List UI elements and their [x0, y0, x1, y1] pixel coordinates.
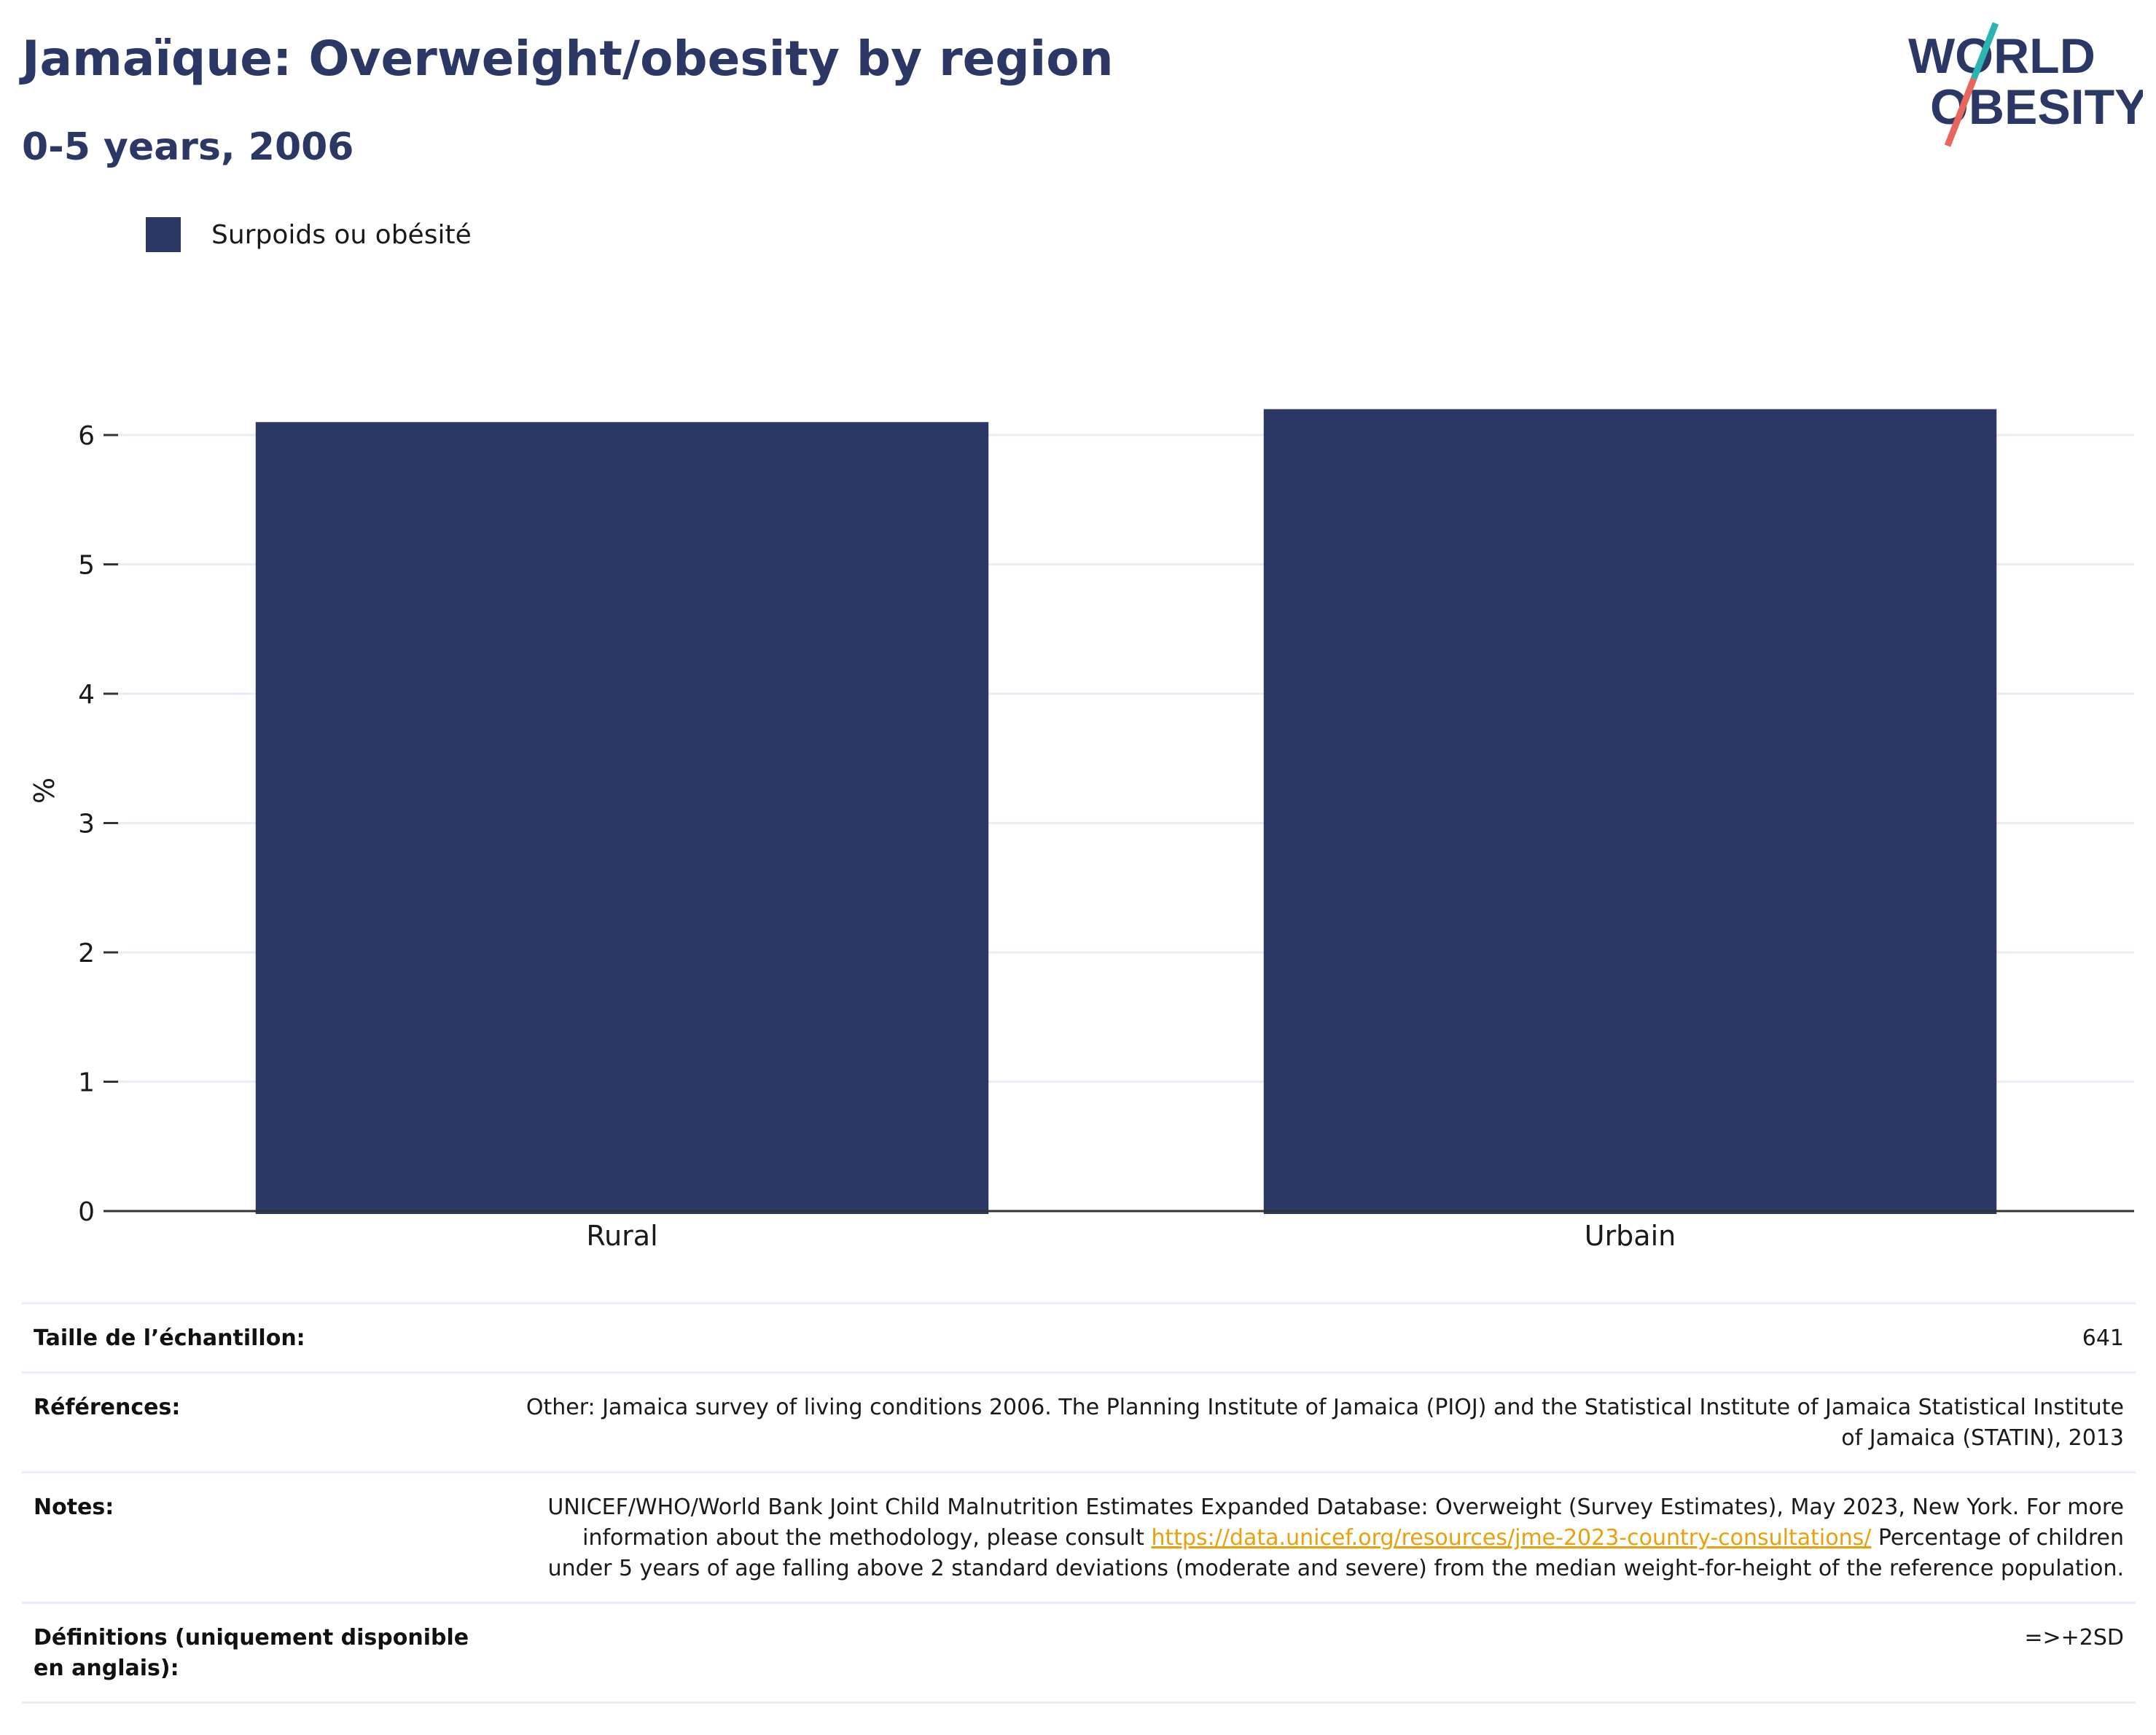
info-row-definitions: Définitions (uniquement disponible en an…	[22, 1602, 2136, 1704]
notes-label: Notes:	[22, 1471, 512, 1603]
ticks-layer: 0 1 2 3 4 5 6 Rural Urbain	[78, 421, 1676, 1252]
chart-subtitle: 0-5 years, 2006	[22, 125, 354, 169]
y-tick-label: 1	[78, 1068, 95, 1098]
y-tick-label: 0	[78, 1197, 95, 1227]
info-row-sample-size: Taille de l’échantillon: 641	[22, 1302, 2136, 1373]
info-row-references: Références: Other: Jamaica survey of liv…	[22, 1371, 2136, 1473]
y-axis-label: %	[28, 778, 60, 804]
y-tick-label: 5	[78, 551, 95, 581]
legend-label: Surpoids ou obésité	[211, 219, 472, 250]
references-label: Références:	[22, 1371, 512, 1473]
chart-title: Jamaïque: Overweight/obesity by region	[22, 31, 1114, 87]
info-table: Taille de l’échantillon: 641 Références:…	[22, 1302, 2136, 1704]
notes-text: UNICEF/WHO/World Bank Joint Child Malnut…	[547, 1495, 2124, 1551]
notes-text-after: Percentage of children under 5 years of …	[547, 1525, 2124, 1581]
legend-swatch	[146, 217, 181, 252]
bar-chart: 0 1 2 3 4 5 6 Rural Urbain %	[28, 409, 2134, 1252]
x-tick-label: Rural	[586, 1220, 657, 1252]
definitions-value: =>+2SD	[512, 1602, 2136, 1704]
definitions-label: Définitions (uniquement disponible en an…	[22, 1602, 512, 1704]
bar-rural[interactable]	[255, 422, 989, 1214]
y-tick-label: 6	[78, 421, 95, 451]
notes-value: UNICEF/WHO/World Bank Joint Child Malnut…	[512, 1471, 2136, 1603]
logo-line1: WORLD	[1908, 28, 2096, 84]
legend: Surpoids ou obésité	[146, 217, 472, 252]
bar-urbain[interactable]	[1263, 409, 1997, 1215]
notes-link[interactable]: https://data.unicef.org/resources/jme-20…	[1151, 1525, 1872, 1551]
bars-layer	[255, 409, 1997, 1215]
y-tick-label: 3	[78, 810, 95, 839]
sample-size-label: Taille de l’échantillon:	[22, 1302, 512, 1373]
world-obesity-logo: WORLD OBESITY	[1908, 22, 2143, 147]
y-tick-label: 2	[78, 939, 95, 968]
info-row-notes: Notes: UNICEF/WHO/World Bank Joint Child…	[22, 1471, 2136, 1603]
references-value: Other: Jamaica survey of living conditio…	[512, 1371, 2136, 1473]
x-tick-label: Urbain	[1585, 1220, 1676, 1252]
sample-size-value: 641	[512, 1302, 2136, 1373]
y-tick-label: 4	[78, 680, 95, 710]
